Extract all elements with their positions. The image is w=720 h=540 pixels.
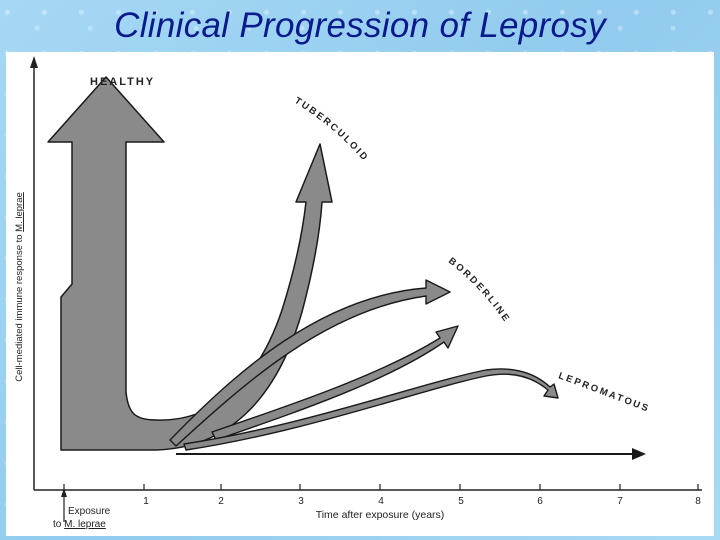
x-tick-label: 4: [378, 496, 384, 507]
healthy-label: HEALTHY: [90, 76, 155, 88]
y-axis-label: Cell-mediated immune response to M. lepr…: [14, 192, 25, 382]
leprosy-progression-diagram: 1 2 3 4 5 6 7 8 Time after exposure (yea…: [6, 52, 714, 536]
x-tick-label: 7: [617, 496, 623, 507]
slide-title: Clinical Progression of Leprosy: [114, 6, 606, 45]
exposure-label-line1: Exposure: [68, 506, 111, 517]
lepromatous-arrow: [183, 368, 559, 451]
exposure-marker-arrowhead: [61, 488, 67, 497]
exposure-label-line2: to M. leprae: [53, 519, 106, 530]
baseline-arrowhead: [632, 448, 646, 460]
x-tick-label: 6: [537, 496, 543, 507]
x-tick-label: 5: [458, 496, 464, 507]
borderline-upper-arrow: [169, 279, 451, 447]
x-tick-label: 1: [143, 496, 149, 507]
x-tick-label: 8: [695, 496, 701, 507]
healthy-arrow: [47, 76, 333, 451]
x-tick-label: 3: [298, 496, 304, 507]
lepromatous-label: LEPROMATOUS: [557, 370, 652, 414]
x-axis-label: Time after exposure (years): [316, 509, 445, 521]
borderline-label: BORDERLINE: [446, 256, 512, 326]
tuberculoid-label: TUBERCULOID: [292, 95, 371, 164]
y-axis-arrowhead: [30, 56, 38, 68]
x-axis-ticks: [63, 484, 699, 490]
x-tick-label: 2: [218, 496, 224, 507]
diagram-canvas: 1 2 3 4 5 6 7 8 Time after exposure (yea…: [14, 56, 702, 530]
borderline-lower-arrow: [211, 325, 459, 441]
